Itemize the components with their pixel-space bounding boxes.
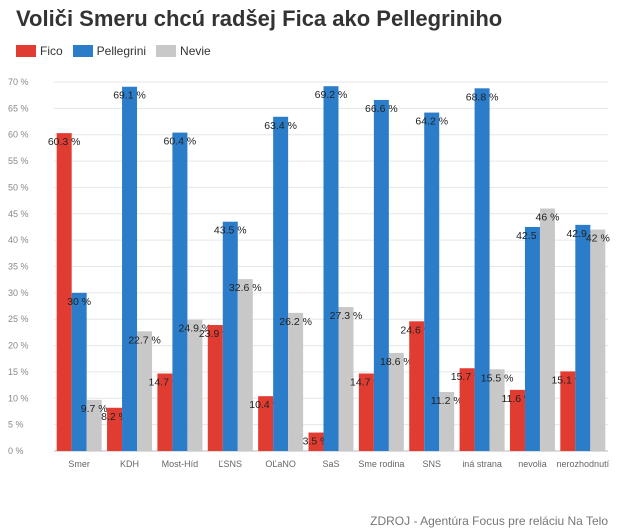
x-tick-label: Sme rodina (358, 459, 404, 469)
y-tick-label: 30 % (8, 288, 29, 298)
y-tick-label: 35 % (8, 262, 29, 272)
bar-nevie (288, 312, 304, 451)
y-tick-label: 20 % (8, 341, 29, 351)
bar-fico (56, 133, 72, 451)
bar-nevie (439, 391, 455, 451)
bar-fico (358, 373, 374, 451)
bar-chart: 0 % 5 % 10 % 15 % 20 % 25 % 30 % 35 % 40 % 45 % 50… (8, 77, 610, 469)
data-label: 26.2 % (279, 316, 312, 328)
y-tick-label: 65 % (8, 103, 29, 113)
data-label: 24.9 % (179, 323, 212, 335)
y-tick-label: 55 % (8, 156, 29, 166)
bar-fico (207, 325, 223, 451)
bar-pellegrini (172, 132, 188, 451)
legend: Fico Pellegrini Nevie (16, 44, 211, 58)
data-label: 68.8 % (466, 91, 499, 103)
bar-nevie (187, 319, 203, 451)
y-tick-label: 25 % (8, 314, 29, 324)
y-tick-label: 0 % (8, 446, 24, 456)
data-label: 69.1 % (113, 90, 146, 102)
data-label: 22.7 % (128, 334, 161, 346)
bar-fico (258, 396, 274, 451)
data-label: 63.4 % (264, 120, 297, 132)
bar-nevie (237, 279, 253, 451)
bar-fico (509, 389, 525, 451)
bar-pellegrini (71, 292, 87, 451)
y-tick-label: 40 % (8, 235, 29, 245)
bar-pellegrini (122, 86, 138, 451)
data-label: 32.6 % (229, 282, 262, 294)
data-label: 3.5 % (303, 436, 330, 448)
bar-pellegrini (474, 88, 490, 451)
x-tick-label: SaS (322, 459, 339, 469)
x-tick-label: OĽaNO (265, 459, 296, 469)
data-label: 60.3 % (48, 136, 81, 148)
bar-pellegrini (273, 116, 289, 451)
legend-item-fico[interactable]: Fico (16, 44, 63, 58)
x-tick-label: nerozhodnutí (557, 459, 610, 469)
data-label: 43.5 % (214, 225, 247, 237)
bar-nevie (590, 229, 606, 451)
data-label: 60.4 % (164, 136, 197, 148)
legend-label-nevie: Nevie (180, 44, 211, 58)
data-label: 8.2 % (101, 411, 128, 423)
data-label: 64.2 % (415, 116, 448, 128)
y-tick-label: 50 % (8, 182, 29, 192)
bar-nevie (86, 399, 102, 451)
y-tick-label: 15 % (8, 367, 29, 377)
bar-pellegrini (524, 226, 540, 451)
legend-label-fico: Fico (40, 44, 63, 58)
data-label: 15.5 % (481, 372, 514, 384)
data-label: 11.2 % (431, 395, 463, 407)
data-label: 9.7 % (81, 403, 108, 415)
bar-fico (409, 321, 425, 451)
data-label: 30 % (67, 296, 91, 308)
bar-nevie (388, 352, 404, 451)
data-label: 42 % (586, 233, 610, 245)
legend-swatch-pellegrini (72, 45, 93, 57)
bar-pellegrini (575, 224, 591, 451)
bar-fico (308, 432, 324, 451)
x-tick-label: nevolia (518, 459, 547, 469)
data-label: 27.3 % (330, 310, 363, 322)
bar-pellegrini (424, 112, 440, 452)
legend-item-nevie[interactable]: Nevie (156, 44, 211, 58)
data-label: 18.6 % (380, 356, 413, 368)
x-tick-label: SNS (422, 459, 441, 469)
source-note: ZDROJ - Agentúra Focus pre reláciu Na Te… (370, 514, 608, 528)
x-tick-label: Most-Híd (162, 459, 199, 469)
data-label: 69.2 % (315, 89, 348, 101)
y-tick-label: 70 % (8, 77, 29, 87)
data-label: 46 % (535, 212, 559, 224)
bar-nevie (137, 331, 153, 451)
bar-fico (157, 373, 173, 451)
legend-label-pellegrini: Pellegrini (96, 44, 147, 58)
bar-nevie (338, 307, 354, 451)
data-label: 66.6 % (365, 103, 398, 115)
x-tick-label: iná strana (462, 459, 502, 469)
bar-pellegrini (323, 86, 339, 452)
bar-pellegrini (222, 221, 238, 451)
bar-fico (560, 371, 576, 451)
bar-fico (459, 368, 475, 451)
y-tick-label: 5 % (8, 420, 24, 430)
x-tick-label: ĽSNS (219, 459, 243, 469)
legend-swatch-nevie (156, 45, 177, 57)
bar-fico (107, 407, 123, 451)
bar-nevie (539, 208, 555, 451)
y-tick-label: 10 % (8, 393, 29, 403)
bar-nevie (489, 369, 505, 451)
legend-swatch-fico (16, 45, 36, 57)
chart-title: Voliči Smeru chcú radšej Fica ako Pelleg… (16, 6, 503, 31)
y-tick-label: 60 % (8, 130, 29, 140)
x-tick-label: KDH (120, 459, 139, 469)
y-tick-label: 45 % (8, 209, 29, 219)
x-tick-label: Smer (68, 459, 90, 469)
legend-item-pellegrini[interactable]: Pellegrini (72, 44, 147, 58)
bar-pellegrini (373, 99, 389, 452)
